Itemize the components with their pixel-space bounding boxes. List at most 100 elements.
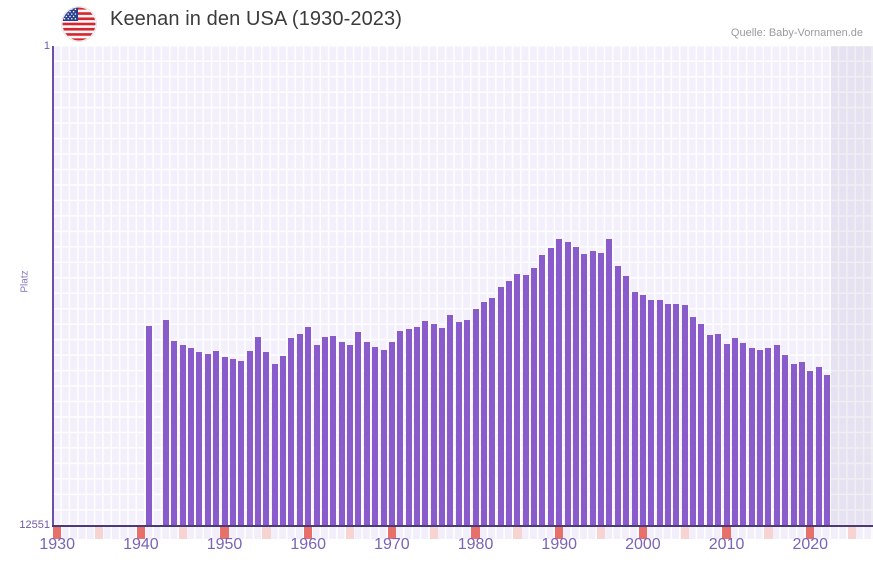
bar[interactable] [539, 254, 546, 525]
bars-layer [53, 46, 873, 525]
bar[interactable] [681, 304, 688, 525]
bar[interactable] [614, 265, 621, 525]
bar[interactable] [765, 347, 772, 525]
bar[interactable] [807, 371, 814, 525]
bar[interactable] [531, 268, 538, 525]
bar[interactable] [598, 252, 605, 525]
bar[interactable] [422, 321, 429, 525]
chart-header: Keenan in den USA (1930-2023) Quelle: Ba… [0, 0, 873, 46]
bar[interactable] [664, 303, 671, 525]
bar[interactable] [288, 337, 295, 525]
x-axis-tick-label-1940: 1940 [123, 536, 159, 553]
bar[interactable] [213, 351, 220, 525]
bar[interactable] [731, 338, 738, 525]
bar[interactable] [656, 299, 663, 525]
bar[interactable] [238, 361, 245, 525]
bar[interactable] [372, 346, 379, 525]
bar[interactable] [162, 320, 169, 525]
bar[interactable] [229, 359, 236, 525]
us-flag-icon [62, 7, 96, 41]
bar[interactable] [648, 299, 655, 525]
x-axis-tick-label-2020: 2020 [792, 536, 829, 553]
bar[interactable] [447, 315, 454, 525]
bar[interactable] [506, 281, 513, 525]
tick-mark-major [806, 527, 815, 539]
bar[interactable] [673, 303, 680, 525]
bar[interactable] [363, 342, 370, 525]
bar[interactable] [171, 340, 178, 525]
bar[interactable] [748, 348, 755, 525]
bar[interactable] [589, 250, 596, 525]
bar[interactable] [221, 357, 228, 525]
bar[interactable] [179, 345, 186, 525]
y-axis-tick-bottom: 12551 [19, 519, 50, 531]
source-note: Quelle: Baby-Vornamen.de [730, 27, 863, 39]
bar[interactable] [146, 325, 153, 525]
bar[interactable] [639, 294, 646, 525]
bar[interactable] [773, 345, 780, 525]
bar[interactable] [522, 275, 529, 525]
bar[interactable] [472, 309, 479, 525]
bar[interactable] [480, 302, 487, 525]
x-axis-tick-label-1950: 1950 [206, 536, 243, 553]
bar[interactable] [715, 333, 722, 525]
bar[interactable] [355, 332, 362, 525]
bar[interactable] [254, 336, 261, 525]
bar[interactable] [631, 291, 638, 525]
bar[interactable] [263, 352, 270, 525]
bar[interactable] [388, 341, 395, 525]
bar[interactable] [321, 336, 328, 525]
bar[interactable] [782, 354, 789, 525]
x-axis-tick-label-1930: 1930 [39, 536, 75, 553]
bar[interactable] [740, 342, 747, 525]
tick-mark-major [638, 527, 648, 539]
bar[interactable] [623, 275, 630, 525]
bar[interactable] [723, 343, 730, 525]
bar[interactable] [547, 248, 554, 525]
bar[interactable] [271, 364, 278, 525]
tick-mark-minor [429, 527, 438, 539]
bar[interactable] [823, 375, 830, 525]
bar[interactable] [313, 345, 320, 525]
bar[interactable] [564, 241, 571, 525]
bar[interactable] [497, 286, 504, 525]
bar[interactable] [280, 355, 287, 525]
tick-mark-major [53, 527, 62, 539]
bar[interactable] [305, 326, 312, 525]
bar[interactable] [464, 319, 471, 525]
bar[interactable] [556, 239, 563, 525]
bar[interactable] [380, 350, 387, 525]
bar[interactable] [439, 327, 446, 525]
bar[interactable] [413, 326, 420, 525]
bar[interactable] [790, 363, 797, 525]
x-axis-tick-label-2000: 2000 [625, 536, 661, 553]
bar[interactable] [347, 344, 354, 525]
tick-mark-major [304, 527, 313, 539]
bar[interactable] [514, 273, 521, 525]
bar[interactable] [572, 247, 579, 525]
bar[interactable] [204, 354, 211, 525]
bar[interactable] [798, 362, 805, 525]
bar[interactable] [397, 330, 404, 525]
bar[interactable] [196, 352, 203, 525]
tick-mark-major [555, 527, 564, 539]
bar[interactable] [581, 253, 588, 525]
bar[interactable] [405, 328, 412, 525]
bar[interactable] [338, 342, 345, 525]
bar[interactable] [330, 335, 337, 525]
bar[interactable] [296, 334, 303, 525]
bar[interactable] [757, 350, 764, 525]
bar[interactable] [698, 323, 705, 525]
tick-mark-minor [94, 527, 104, 539]
bar[interactable] [606, 238, 613, 525]
bar[interactable] [690, 316, 697, 525]
bar[interactable] [489, 298, 496, 525]
bar[interactable] [188, 347, 195, 525]
bar[interactable] [706, 335, 713, 525]
bar[interactable] [815, 367, 822, 525]
x-axis-tick-strip [53, 527, 873, 539]
x-axis-tick-label-1990: 1990 [541, 536, 578, 553]
bar[interactable] [246, 351, 253, 525]
bar[interactable] [455, 321, 462, 525]
bar[interactable] [430, 323, 437, 525]
